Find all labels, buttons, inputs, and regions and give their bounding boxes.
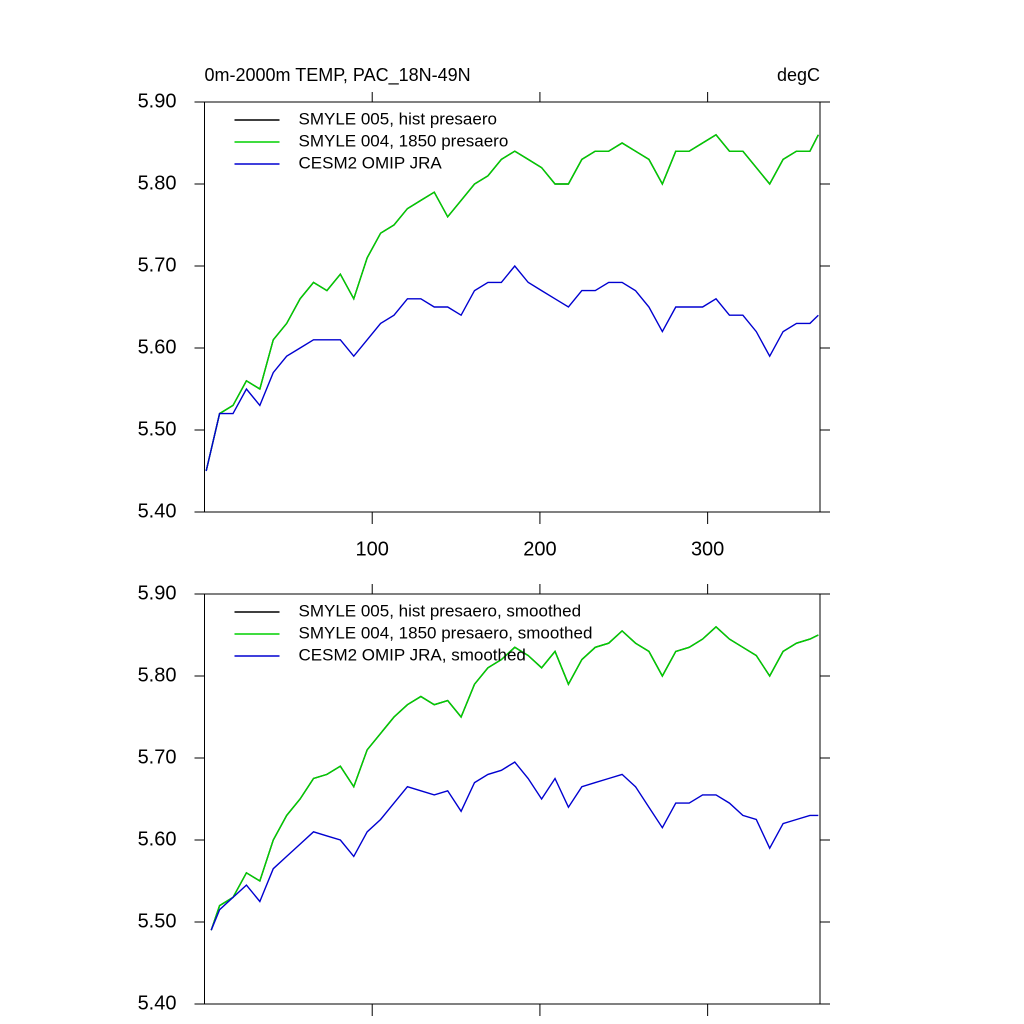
series-line — [205, 133, 819, 472]
y-tick-label: 5.70 — [138, 746, 177, 768]
y-tick-label: 5.60 — [138, 336, 177, 358]
plot-frame — [204, 101, 821, 513]
y-tick-label: 5.90 — [138, 582, 177, 604]
plot-frame — [204, 593, 821, 1005]
y-tick-label: 5.40 — [138, 500, 177, 522]
y-tick-label: 5.60 — [138, 828, 177, 850]
x-tick-label: 200 — [523, 538, 556, 560]
legend-label: CESM2 OMIP JRA, smoothed — [299, 645, 526, 664]
y-tick-label: 5.80 — [138, 664, 177, 686]
y-tick-label: 5.40 — [138, 992, 177, 1014]
y-tick-label: 5.90 — [138, 90, 177, 112]
legend-label: CESM2 OMIP JRA — [299, 153, 443, 172]
x-tick-label: 100 — [356, 538, 389, 560]
legend-label: SMYLE 005, hist presaero, smoothed — [299, 601, 582, 620]
legend-label: SMYLE 005, hist presaero — [299, 109, 497, 128]
y-tick-label: 5.50 — [138, 910, 177, 932]
series-line — [210, 625, 819, 931]
series-line — [205, 264, 819, 472]
legend-label: SMYLE 004, 1850 presaero — [299, 131, 509, 150]
units-label: degC — [777, 65, 820, 85]
y-tick-label: 5.80 — [138, 172, 177, 194]
chart-title: 0m-2000m TEMP, PAC_18N-49N — [205, 65, 471, 86]
legend-label: SMYLE 004, 1850 presaero, smoothed — [299, 623, 593, 642]
series-line — [210, 761, 819, 931]
series-line — [210, 625, 819, 931]
y-tick-label: 5.50 — [138, 418, 177, 440]
x-tick-label: 300 — [691, 538, 724, 560]
y-tick-label: 5.70 — [138, 254, 177, 276]
